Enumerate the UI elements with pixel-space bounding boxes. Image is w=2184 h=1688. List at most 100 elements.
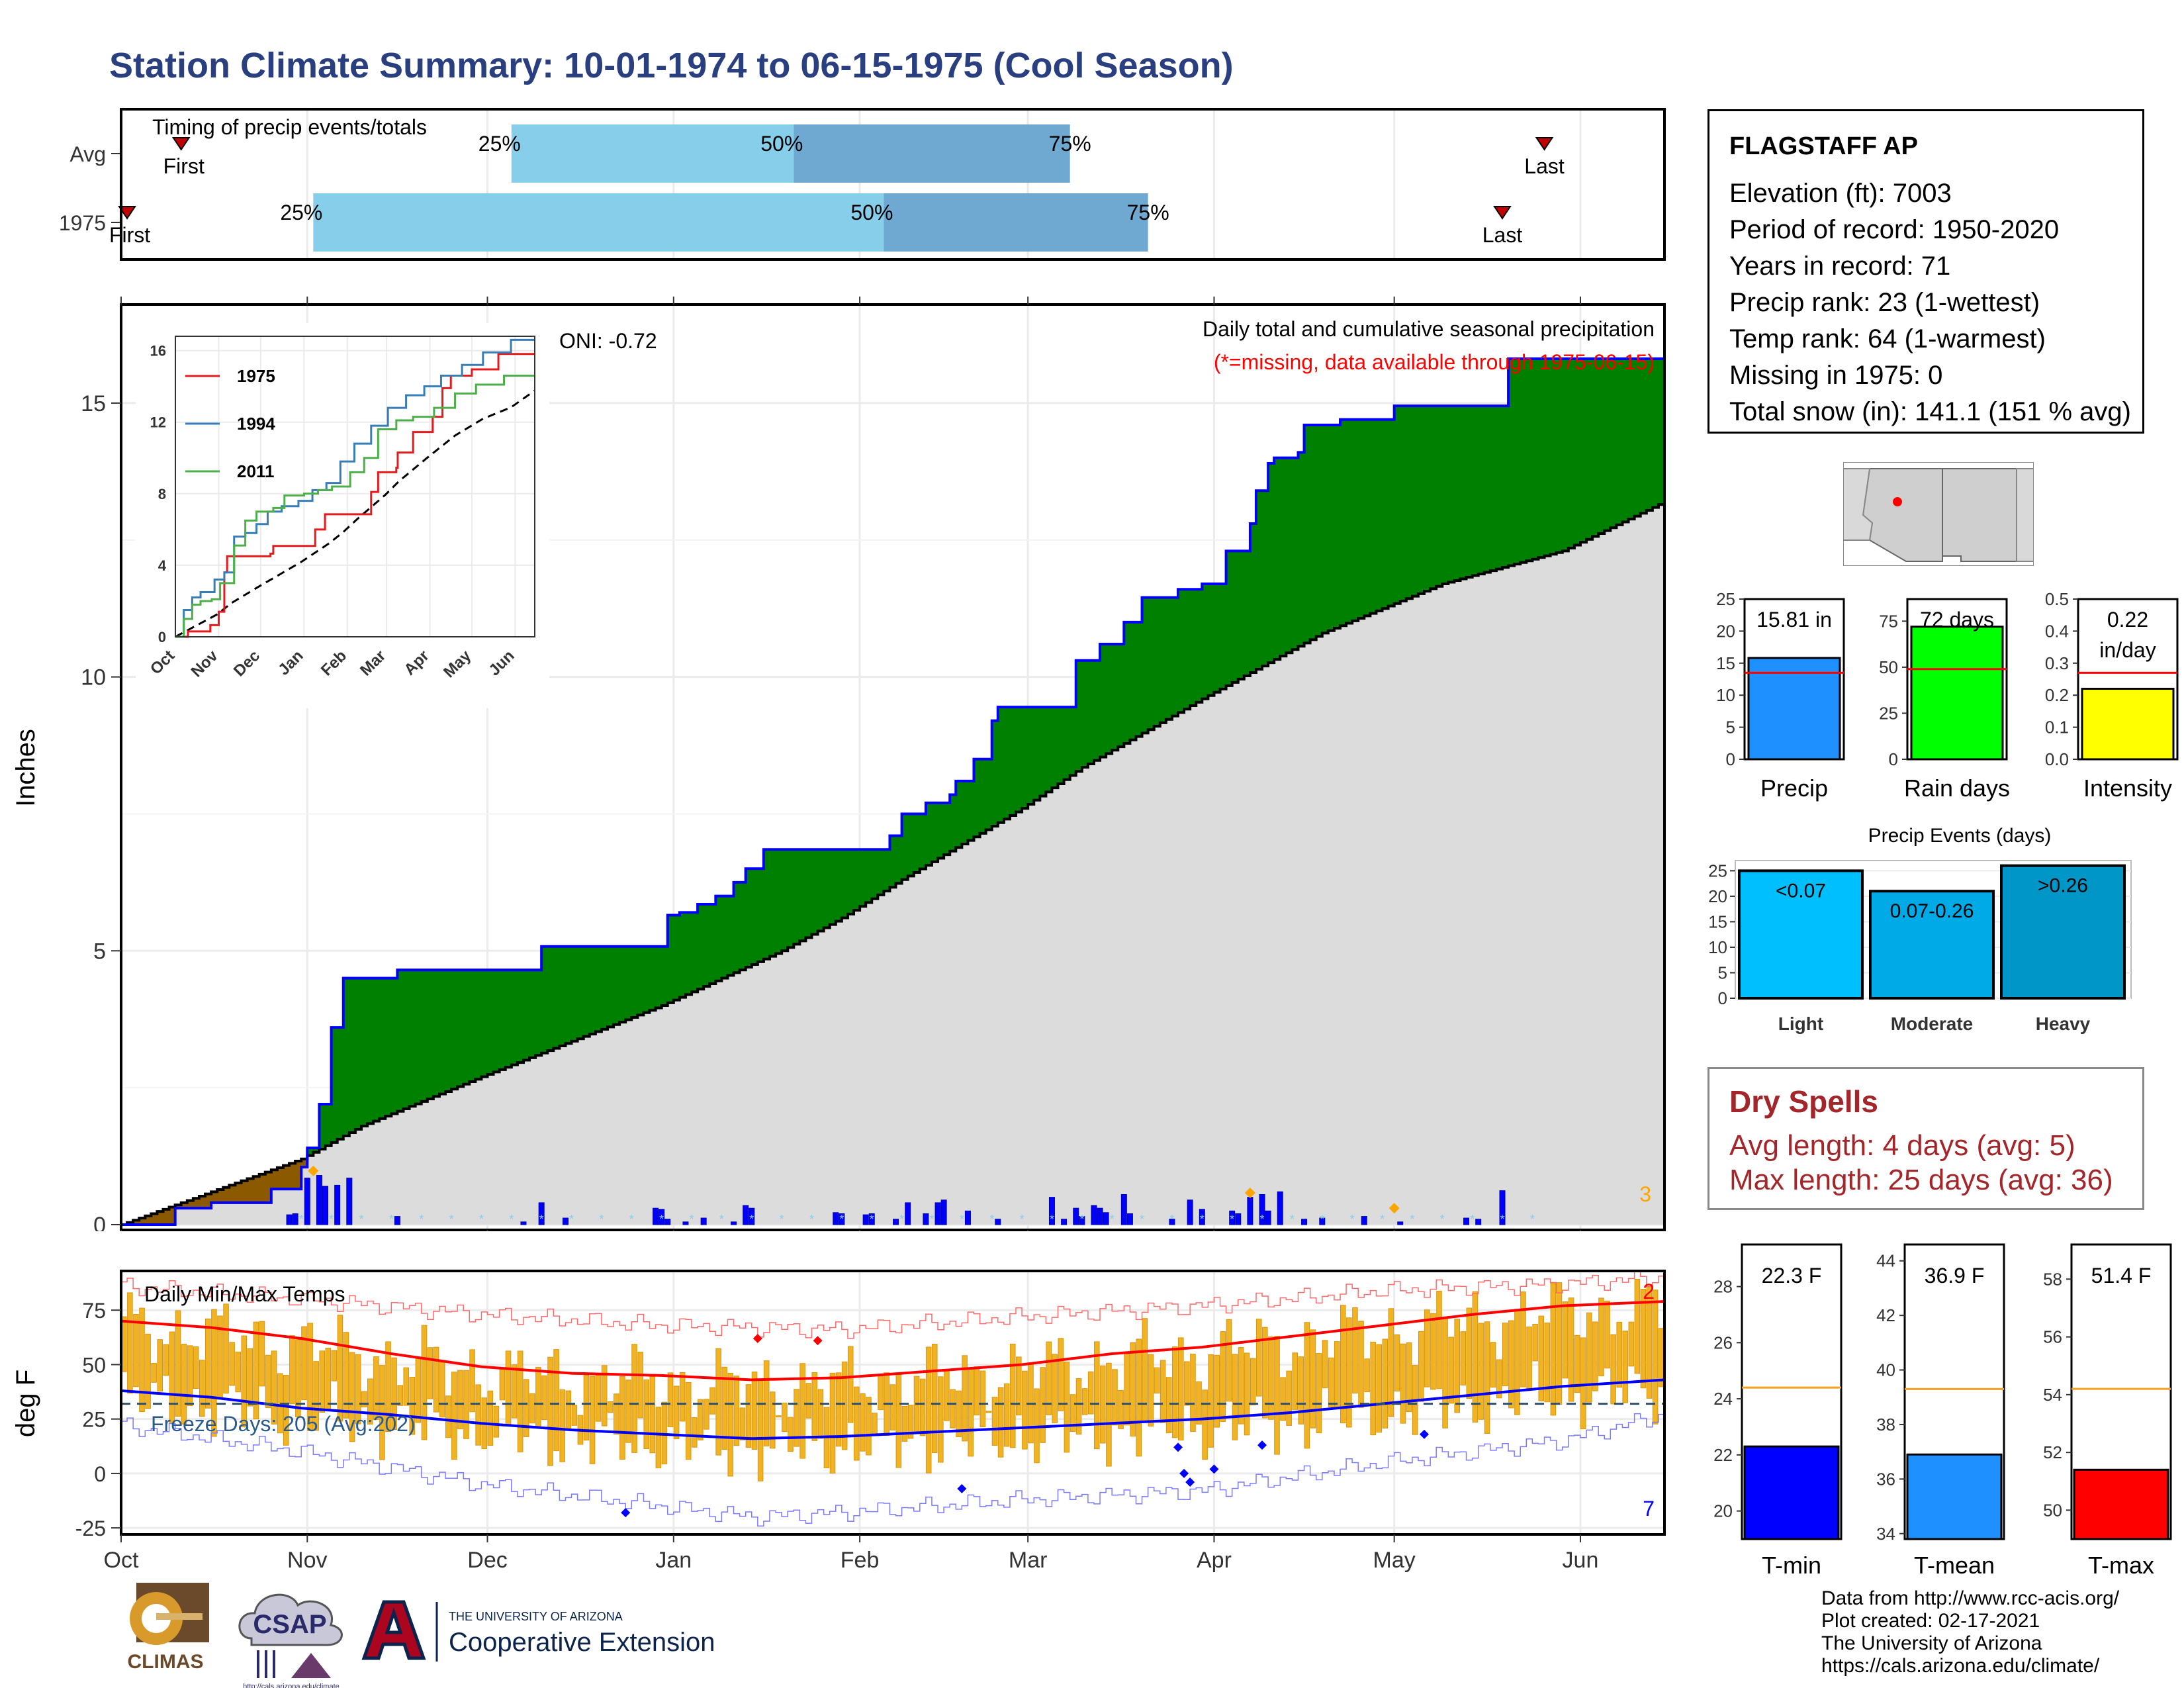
daily-temp-bar [1514,1309,1520,1415]
trace-marker: * [1500,1213,1504,1226]
daily-temp-bar [673,1385,680,1440]
station-name: FLAGSTAFF AP [1729,132,1918,160]
daily-temp-bar [253,1321,259,1420]
temp-ytick-label: 75 [82,1299,106,1323]
temp-stat-ytick: 50 [2043,1500,2062,1520]
daily-temp-bar [685,1382,692,1460]
daily-temp-bar [956,1390,962,1438]
precip-stat-label: Intensity [2083,774,2172,802]
record-low-marker [1185,1477,1195,1487]
daily-temp-bar [1430,1313,1436,1390]
daily-temp-bar [776,1415,782,1418]
daily-temp-bar [962,1355,968,1442]
daily-precip-bar [1048,1197,1055,1225]
daily-temp-bar [997,1387,1004,1458]
daily-temp-bar [523,1379,529,1437]
record-low-marker [1209,1464,1219,1474]
csap-logo: CSAP http://cals.arizona.edu/climate [238,1593,343,1688]
daily-temp-bar [698,1399,704,1440]
daily-temp-bar [487,1390,494,1446]
daily-temp-bar [151,1363,157,1383]
daily-temp-bar [1142,1318,1148,1423]
trace-marker: * [1050,1213,1054,1226]
daily-temp-bar [373,1356,379,1421]
temp-stat-value: 22.3 F [1762,1264,1822,1288]
events-bar-value: <0.07 [1776,880,1826,902]
precip-stat-ytick: 5 [1726,718,1735,737]
daily-temp-bar [1106,1362,1112,1467]
station-period: Period of record: 1950-2020 [1729,215,2060,244]
trace-marker: * [899,1213,904,1226]
record-low-marker [1173,1442,1183,1452]
timing-first-label: First [163,154,205,178]
trace-marker: * [1230,1213,1234,1226]
trace-marker: * [1140,1213,1144,1226]
temp-stat-bar [2073,1468,2169,1540]
daily-temp-bar [715,1348,721,1456]
daily-temp-bar [925,1346,932,1474]
daily-precip-bar [893,1219,899,1225]
timing-frame [120,108,1666,261]
precip-stat-ytick: 0.1 [2045,718,2069,737]
daily-temp-bar [283,1375,289,1446]
observed-cumulative-line [121,357,1664,1226]
daily-temp-bar [1040,1367,1046,1443]
daily-temp-bar [1538,1315,1545,1401]
daily-temp-bar [1112,1369,1118,1426]
daily-precip-bar [1235,1213,1242,1225]
temp-ytick-label: -25 [75,1517,106,1540]
daily-temp-bar [1304,1322,1310,1449]
daily-temp-bar [313,1361,319,1431]
daily-temp-bar [692,1417,698,1448]
trace-marker: * [449,1213,454,1226]
trace-marker: * [780,1213,784,1226]
climas-logo-text: CLIMAS [128,1651,204,1673]
temp-stat-ytick: 24 [1713,1389,1733,1409]
daily-temp-bar [866,1397,872,1456]
daily-temp-bar [1508,1320,1514,1409]
daily-temp-bar [1496,1359,1502,1399]
temp-stat-value: 36.9 F [1925,1264,1985,1288]
daily-temp-bar [1136,1338,1142,1457]
daily-temp-bar [1274,1336,1280,1455]
precip-stat-ytick: 20 [1716,621,1735,641]
timing-pct-label: 75% [1127,201,1169,224]
daily-temp-bar [1628,1321,1635,1367]
station-missing: Missing in 1975: 0 [1729,361,1943,390]
daily-temp-bar [1586,1312,1592,1403]
daily-temp-bar [1208,1354,1214,1448]
daily-temp-bar [1052,1354,1058,1423]
events-ytick: 5 [1718,962,1727,982]
daily-temp-bar [355,1354,361,1425]
oni-label: ONI: -0.72 [559,329,657,353]
temp-stat-ytick: 36 [1876,1469,1895,1489]
daily-temp-bar [1022,1370,1028,1450]
timing-last-marker [1535,137,1554,151]
daily-temp-bar [301,1326,307,1401]
daily-precip-bar [1091,1205,1097,1225]
inset-average-line [175,389,535,638]
daily-temp-bar [145,1333,151,1409]
daily-temp-bar [1058,1338,1064,1411]
trace-marker: * [329,1213,334,1226]
daily-precip-bar [394,1216,400,1225]
inset-ytick-label: 8 [158,486,166,502]
dry-spells-title: Dry Spells [1729,1084,1878,1119]
daily-precip-bar [1103,1212,1109,1225]
daily-precip-bar [934,1202,941,1225]
daily-temp-bar [872,1413,878,1435]
record-high-marker [752,1333,762,1343]
trace-marker: * [629,1213,634,1226]
daily-precip-bar [964,1210,971,1225]
daily-temp-bar [1069,1394,1076,1432]
daily-temp-bar [1165,1377,1172,1434]
daily-temp-bar [1364,1358,1370,1393]
daily-temp-bar [211,1309,217,1437]
daily-precip-bar [1126,1213,1133,1225]
daily-temp-bar [709,1387,715,1415]
inset-legend-label: 1994 [237,414,275,434]
trace-marker: * [960,1213,964,1226]
timing-first-marker [171,137,191,151]
trace-marker: * [1320,1213,1324,1226]
daily-temp-bar [974,1366,980,1416]
